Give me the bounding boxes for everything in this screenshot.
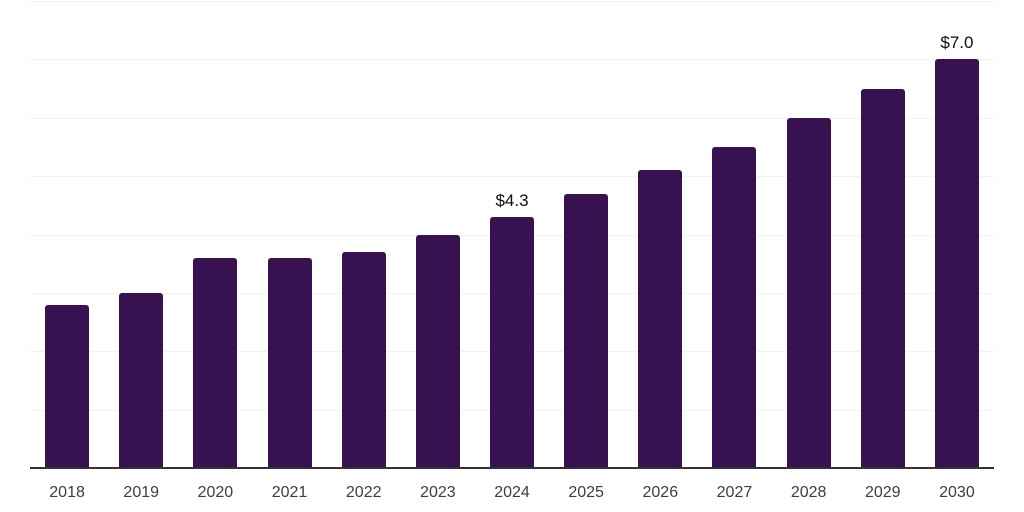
bar-2030 (934, 59, 979, 468)
x-tick-2024: 2024 (494, 484, 530, 501)
x-tick-2028: 2028 (790, 484, 827, 501)
x-tick-2018: 2018 (49, 484, 85, 501)
x-tick-2023: 2023 (420, 484, 456, 501)
bar-value-label-2030: $7.0 (940, 33, 974, 53)
x-tick-2029: 2029 (864, 484, 901, 501)
x-tick-2025: 2025 (568, 484, 604, 501)
bar-2029 (860, 88, 905, 468)
bar-2019 (119, 292, 164, 468)
gridline (30, 117, 994, 119)
x-tick-2020: 2020 (197, 484, 234, 501)
x-tick-2030: 2030 (939, 484, 975, 501)
gridline (30, 1, 994, 2)
x-tick-2026: 2026 (642, 484, 679, 501)
x-tick-2019: 2019 (123, 484, 160, 501)
bar-2020 (193, 257, 238, 468)
bar-2027 (712, 146, 757, 468)
x-axis-line (30, 467, 994, 469)
gridline (30, 176, 994, 178)
bar-2026 (638, 170, 683, 468)
x-tick-2021: 2021 (271, 484, 308, 501)
bar-2023 (415, 234, 460, 468)
bar-2028 (786, 117, 831, 468)
bar-2022 (341, 252, 386, 468)
bar-2024 (490, 216, 534, 468)
bar-2018 (45, 304, 90, 468)
x-tick-2022: 2022 (345, 484, 382, 501)
bar-2021 (267, 257, 312, 468)
bar-value-label-2024: $4.3 (495, 190, 529, 210)
x-tick-2027: 2027 (716, 484, 753, 501)
gridline (30, 59, 994, 61)
bar-2025 (564, 193, 609, 468)
